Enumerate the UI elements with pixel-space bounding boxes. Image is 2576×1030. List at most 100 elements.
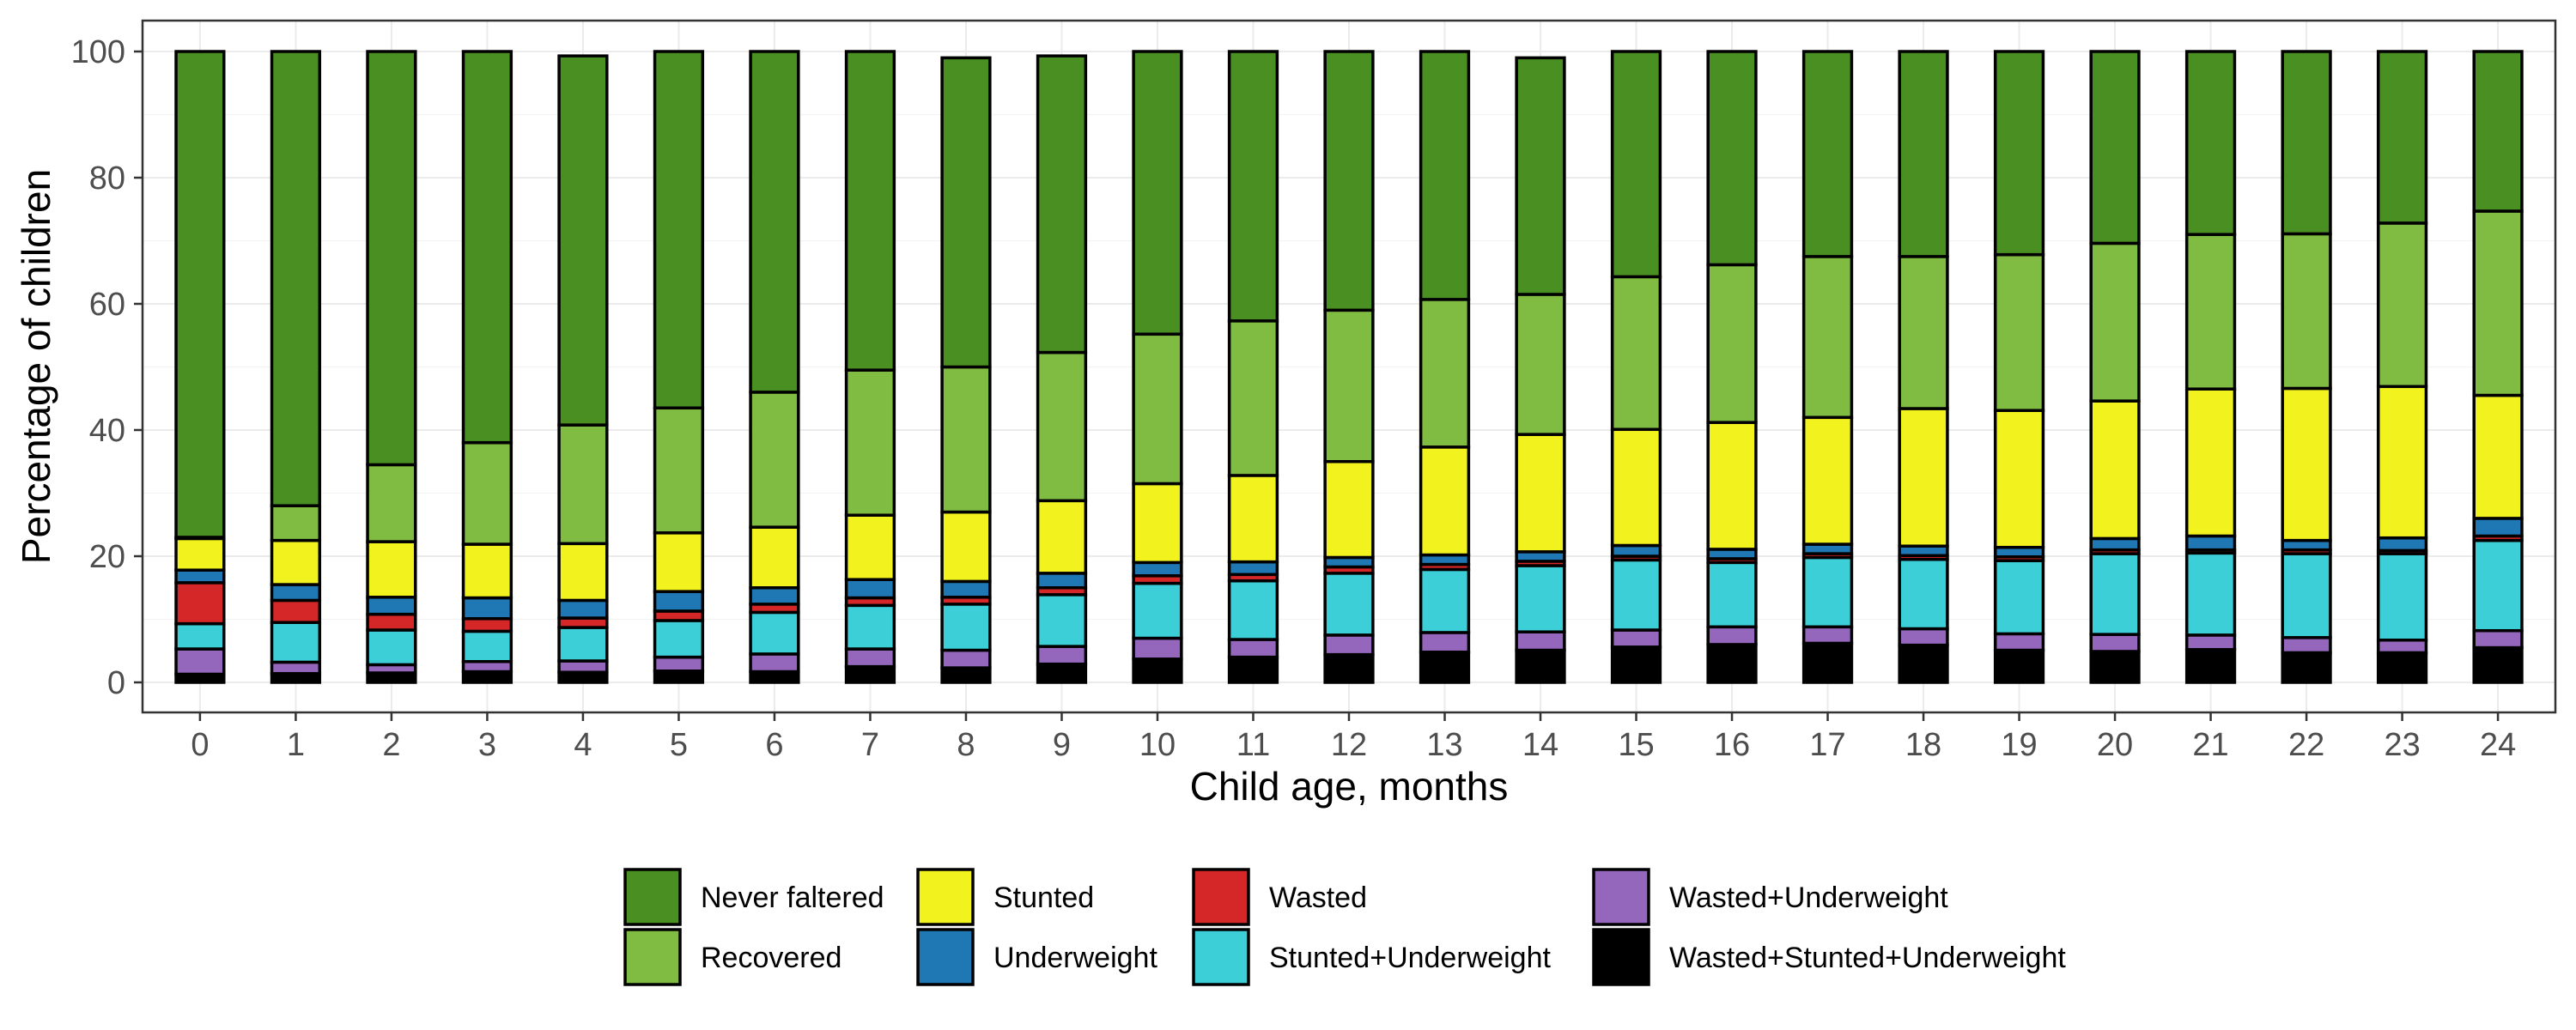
- bar-segment-wasted-stunted-underweight-5: [653, 670, 705, 684]
- bar-segment-wasted-2: [366, 612, 417, 632]
- bar-segment-never-faltered-21: [2184, 50, 2237, 236]
- bar-segment-wasted-underweight-18: [1898, 627, 1949, 647]
- bar-segment-wasted-underweight-14: [1515, 630, 1566, 652]
- bar-segment-wasted-stunted-underweight-10: [1132, 657, 1183, 684]
- legend-item-wasted-stunted-underweight: Wasted+Stunted+Underweight: [1592, 928, 2066, 986]
- y-tick-label: 40: [89, 413, 125, 449]
- legend-item-wasted-underweight: Wasted+Underweight: [1592, 868, 1948, 926]
- bar-4: [557, 54, 609, 684]
- bar-segment-wasted-stunted-underweight-17: [1801, 641, 1854, 684]
- bar-segment-wasted-stunted-underweight-24: [2472, 645, 2524, 684]
- x-tick-label: 21: [2192, 727, 2228, 763]
- bar-segment-underweight-4: [557, 598, 609, 620]
- legend-label: Wasted+Stunted+Underweight: [1669, 942, 2066, 974]
- bar-segment-never-faltered-4: [557, 54, 609, 427]
- bar-segment-wasted-stunted-underweight-20: [2089, 650, 2141, 684]
- legend-key: [1192, 868, 1250, 926]
- legend-label: Stunted: [993, 882, 1094, 914]
- bar-segment-stunted-2: [366, 540, 417, 599]
- bar-segment-recovered-5: [653, 406, 705, 535]
- bar-segment-never-faltered-7: [844, 50, 896, 372]
- bar-segment-recovered-13: [1419, 298, 1471, 449]
- bar-segment-wasted-stunted-underweight-3: [461, 670, 513, 684]
- bar-segment-wasted-underweight-23: [2376, 639, 2428, 655]
- bar-segment-wasted-underweight-9: [1036, 645, 1088, 666]
- bar-segment-recovered-17: [1801, 255, 1854, 420]
- bar-segment-never-faltered-24: [2472, 50, 2524, 213]
- bar-9: [1036, 54, 1088, 684]
- bar-segment-stunted-underweight-11: [1227, 579, 1279, 641]
- bar-segment-wasted-stunted-underweight-6: [749, 670, 800, 684]
- bar-segment-recovered-19: [1993, 252, 2045, 412]
- bar-segment-stunted-underweight-7: [844, 603, 896, 651]
- legend-label: Underweight: [993, 942, 1157, 974]
- bar-18: [1898, 50, 1949, 684]
- x-tick-label: 22: [2288, 727, 2324, 763]
- legend-key: [916, 868, 975, 926]
- bar-segment-wasted-1: [270, 598, 322, 624]
- bar-segment-never-faltered-16: [1706, 50, 1758, 267]
- bar-segment-stunted-underweight-14: [1515, 564, 1566, 633]
- bar-segment-recovered-10: [1132, 332, 1183, 486]
- legend-key: [1592, 868, 1650, 926]
- bar-segment-stunted-3: [461, 542, 513, 600]
- x-tick-label: 23: [2384, 727, 2420, 763]
- bar-segment-wasted-stunted-underweight-19: [1993, 648, 2045, 684]
- bar-segment-stunted-15: [1610, 427, 1662, 548]
- bar-segment-underweight-15: [1610, 543, 1662, 558]
- bar-20: [2089, 50, 2141, 684]
- x-tick-label: 10: [1139, 727, 1176, 763]
- bar-segment-wasted-underweight-12: [1323, 633, 1375, 657]
- x-axis: 0 1 2 3 4 5 6 7 8 9 10 11 12 13 14 15 16 17 18 19 20 21 22 23 24: [191, 712, 2516, 763]
- y-tick-label: 60: [89, 287, 125, 323]
- bar-segment-never-faltered-18: [1898, 50, 1949, 258]
- bar-segment-wasted-stunted-underweight-16: [1706, 643, 1758, 684]
- bar-segment-stunted-13: [1419, 445, 1471, 557]
- x-tick-label: 18: [1905, 727, 1941, 763]
- bar-segment-wasted-stunted-underweight-15: [1610, 645, 1662, 684]
- x-tick-label: 14: [1522, 727, 1558, 763]
- bar-segment-stunted-underweight-6: [749, 610, 800, 656]
- bar-segment-recovered-8: [940, 365, 992, 514]
- bar-segment-never-faltered-17: [1801, 50, 1854, 258]
- x-tick-label: 17: [1809, 727, 1845, 763]
- bar-segment-recovered-22: [2281, 232, 2332, 391]
- bar-12: [1323, 50, 1375, 684]
- bar-segment-wasted-underweight-5: [653, 655, 705, 673]
- bar-11: [1227, 50, 1279, 684]
- bar-14: [1515, 56, 1566, 684]
- bar-segment-wasted-3: [461, 617, 513, 633]
- bar-segment-never-faltered-1: [270, 50, 322, 507]
- bar-2: [366, 50, 417, 684]
- legend-item-recovered: Recovered: [623, 928, 841, 986]
- x-tick-label: 16: [1714, 727, 1750, 763]
- y-axis-title: Percentage of children: [14, 169, 58, 564]
- x-tick-label: 7: [861, 727, 879, 763]
- bar-segment-recovered-15: [1610, 275, 1662, 432]
- x-axis-title: Child age, months: [1190, 764, 1509, 809]
- bar-segment-stunted-underweight-3: [461, 629, 513, 663]
- y-tick-label: 0: [107, 665, 125, 701]
- bar-segment-stunted-underweight-17: [1801, 555, 1854, 629]
- bar-segment-wasted-underweight-11: [1227, 638, 1279, 659]
- bar-segment-stunted-11: [1227, 474, 1279, 564]
- bar-7: [844, 50, 896, 684]
- bar-segment-wasted-underweight-8: [940, 648, 992, 670]
- y-axis: 0 20 40 60 80 100: [71, 34, 143, 701]
- bar-5: [653, 50, 705, 684]
- bar-segment-underweight-10: [1132, 560, 1183, 578]
- bar-segment-stunted-8: [940, 510, 992, 584]
- bar-segment-wasted-stunted-underweight-9: [1036, 662, 1088, 684]
- bar-segment-wasted-stunted-underweight-23: [2376, 651, 2428, 684]
- bar-segment-stunted-underweight-4: [557, 626, 609, 663]
- bar-6: [749, 50, 800, 684]
- bar-segment-wasted-underweight-21: [2184, 633, 2237, 651]
- bar-segment-stunted-underweight-24: [2472, 538, 2524, 633]
- bar-segment-stunted-underweight-12: [1323, 572, 1375, 637]
- bar-segment-never-faltered-3: [461, 50, 513, 445]
- bar-segment-stunted-underweight-9: [1036, 593, 1088, 648]
- bar-segment-wasted-underweight-4: [557, 659, 609, 674]
- bar-segment-recovered-18: [1898, 255, 1949, 410]
- bar-segment-stunted-underweight-23: [2376, 552, 2428, 642]
